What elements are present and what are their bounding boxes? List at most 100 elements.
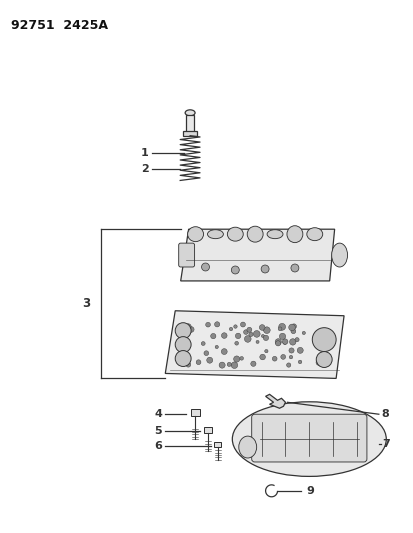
Bar [190,409,199,416]
Circle shape [246,327,251,332]
FancyBboxPatch shape [251,414,366,462]
Circle shape [175,322,191,338]
Circle shape [230,362,237,368]
Circle shape [261,334,264,337]
Text: 5: 5 [154,426,162,436]
Text: 4: 4 [154,409,162,419]
Circle shape [188,327,194,332]
Ellipse shape [266,230,282,239]
Ellipse shape [207,230,223,239]
Circle shape [311,328,335,352]
Circle shape [262,327,265,330]
Ellipse shape [187,227,203,241]
Circle shape [243,330,247,334]
Circle shape [204,351,208,356]
Circle shape [218,362,225,368]
Circle shape [205,322,210,327]
Ellipse shape [227,227,243,241]
Circle shape [290,264,298,272]
Circle shape [233,325,237,328]
Circle shape [239,357,243,360]
Circle shape [278,327,281,330]
Circle shape [290,329,295,334]
Circle shape [259,354,265,360]
Ellipse shape [331,243,347,267]
Circle shape [248,332,252,336]
Circle shape [263,335,268,341]
Circle shape [275,338,281,345]
Ellipse shape [238,436,256,458]
Circle shape [291,324,296,329]
Circle shape [297,348,302,353]
Circle shape [227,362,231,367]
Text: 92751  2425A: 92751 2425A [11,19,108,33]
Circle shape [221,333,227,338]
Bar [214,442,221,447]
Text: 8: 8 [381,409,389,419]
Circle shape [229,327,232,331]
Circle shape [264,350,267,353]
FancyBboxPatch shape [178,243,194,267]
Circle shape [280,354,285,359]
Circle shape [183,354,188,360]
Circle shape [279,333,285,340]
Ellipse shape [286,225,302,243]
Circle shape [294,337,299,342]
Circle shape [250,361,255,366]
Text: 7: 7 [381,439,389,449]
Circle shape [289,338,295,345]
Circle shape [175,351,191,367]
Circle shape [221,349,227,354]
Text: 1: 1 [140,148,148,158]
Circle shape [235,333,240,338]
Circle shape [263,327,270,334]
Circle shape [278,324,285,330]
Circle shape [201,342,205,345]
Circle shape [315,360,321,365]
Polygon shape [265,394,285,408]
Ellipse shape [232,402,385,477]
Circle shape [261,265,268,273]
Circle shape [288,348,293,353]
Circle shape [214,322,219,327]
Circle shape [234,342,238,345]
Circle shape [289,356,292,359]
Circle shape [185,362,190,367]
Circle shape [319,359,325,365]
Polygon shape [165,311,343,378]
Bar [186,115,194,133]
Circle shape [297,360,301,364]
Circle shape [272,357,276,361]
Circle shape [253,330,259,337]
Bar [204,427,211,433]
Circle shape [210,334,216,339]
Circle shape [185,324,191,329]
Ellipse shape [185,110,195,116]
Circle shape [231,266,239,274]
Circle shape [240,322,245,327]
Ellipse shape [247,226,263,242]
Text: 3: 3 [83,297,90,310]
Text: 2: 2 [140,164,148,174]
Circle shape [201,263,209,271]
Circle shape [259,325,264,330]
Ellipse shape [306,228,322,240]
Circle shape [255,341,259,343]
Circle shape [206,357,212,363]
Circle shape [282,341,286,344]
Circle shape [301,332,305,335]
Circle shape [316,352,331,367]
Circle shape [244,336,251,342]
Circle shape [215,345,218,349]
Text: 6: 6 [154,441,162,451]
Circle shape [233,356,239,362]
Circle shape [275,341,280,346]
Circle shape [282,339,287,344]
Circle shape [288,324,294,331]
Circle shape [286,363,290,367]
Polygon shape [180,229,334,281]
Text: 9: 9 [306,486,313,496]
Circle shape [175,337,191,352]
Bar [183,131,197,136]
Circle shape [196,360,200,365]
